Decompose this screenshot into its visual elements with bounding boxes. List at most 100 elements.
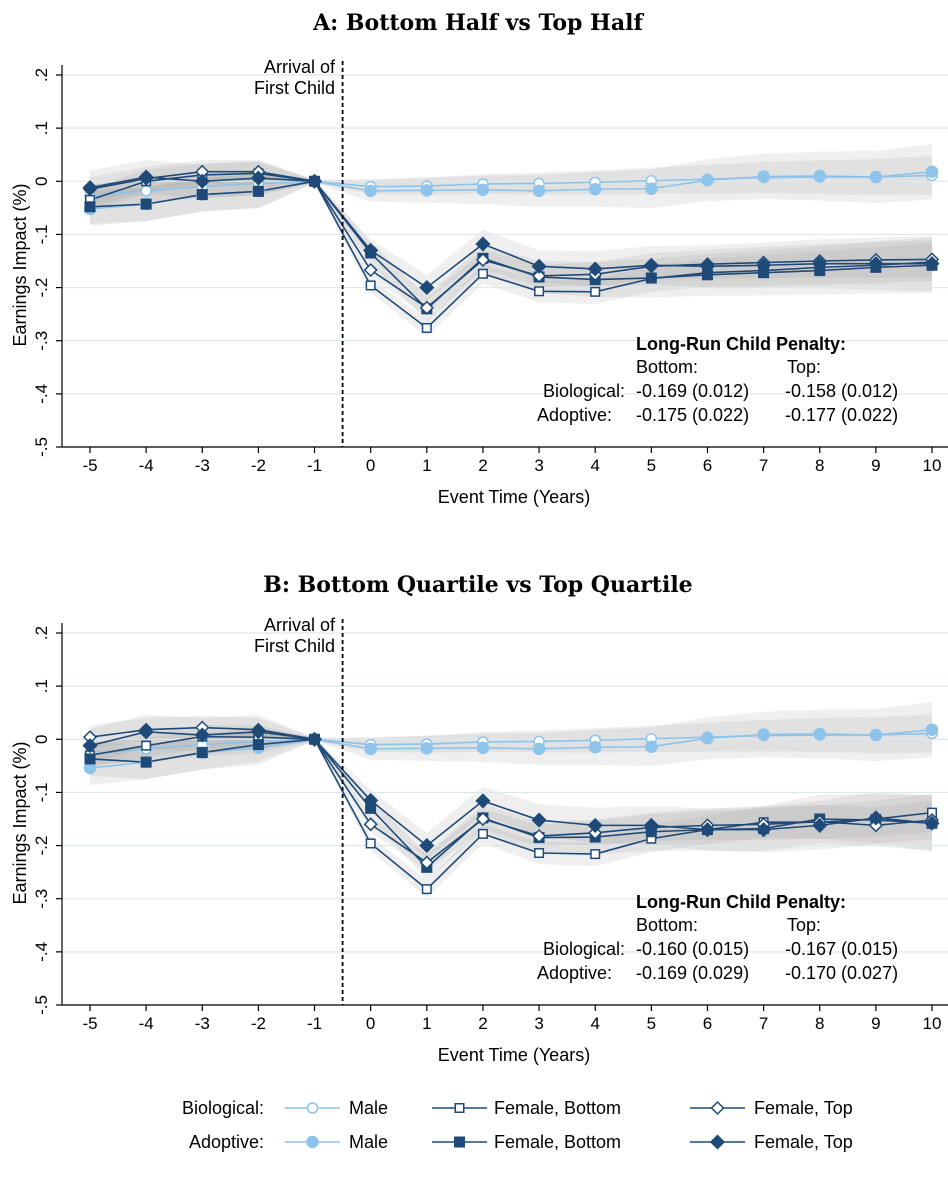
penalty-adoptive-top: -0.170 (0.027) [785, 963, 898, 983]
point-adoptive-female-bottom-x5 [84, 753, 96, 765]
series-line-biological-male [89, 732, 933, 755]
point-adoptive-female-bottom-x3 [196, 747, 208, 759]
first-child-marker: Arrival of First Child [254, 615, 344, 1005]
point-adoptive-female-top-x3 [194, 173, 210, 189]
confidence-band-adoptive-female-bottom [90, 727, 932, 880]
point-adoptive-female-top-x2 [250, 724, 266, 740]
point-adoptive-male-x1 [420, 184, 434, 197]
y-tick-label-5: -.5 [32, 437, 51, 457]
series-line-adoptive-female-top [89, 176, 932, 289]
penalty-biological-bottom: -0.169 (0.012) [636, 381, 749, 401]
confidence-band-biological-male [90, 156, 932, 208]
point-adoptive-female-top-x9 [868, 256, 884, 272]
y-axis-label: Earnings Impact (%) [10, 183, 30, 346]
confidence-band-adoptive-female-bottom [90, 174, 932, 322]
point-adoptive-female-top-x2 [475, 236, 491, 252]
legend-key-marker-adoptive-female-top [709, 1134, 726, 1150]
point-adoptive-male-x5 [645, 740, 658, 753]
x-tick-label-0: 0 [366, 1014, 375, 1033]
vline-label-line-2: First Child [254, 636, 335, 656]
legend-entry-female-top-adoptive: Female, Top [754, 1132, 853, 1152]
series-line-adoptive-female-top [89, 731, 933, 847]
point-adoptive-female-top-x1 [306, 173, 323, 189]
point-adoptive-female-top-x3 [194, 727, 210, 743]
x-tick-label-8: 8 [815, 456, 824, 475]
legend-key-marker-biological-female-top [710, 1100, 725, 1116]
point-adoptive-female-top-x4 [587, 817, 603, 833]
x-tick-label-1: 1 [422, 1014, 431, 1033]
confidence-bands [90, 143, 932, 337]
y-tick-label-1: .1 [32, 679, 51, 693]
point-adoptive-female-bottom-x2 [252, 185, 264, 197]
legend-key-marker-biological-male [306, 1102, 319, 1114]
x-tick-label-1: -1 [307, 1014, 322, 1033]
penalty-adoptive-bottom: -0.169 (0.029) [636, 963, 749, 983]
x-tick-label-5: 5 [647, 456, 656, 475]
x-tick-label-10: 10 [923, 1014, 942, 1033]
y-tick-label-3: -.3 [32, 889, 51, 909]
confidence-band-adoptive-male [90, 143, 932, 226]
point-adoptive-female-top-x6 [699, 258, 716, 274]
penalty-col-bottom: Bottom: [636, 915, 698, 935]
point-adoptive-male-x6 [701, 731, 714, 745]
point-biological-male-x4 [140, 185, 152, 197]
x-tick-label-2: -2 [251, 456, 266, 475]
x-tick-label-1: 1 [422, 456, 431, 475]
x-tick-label-5: -5 [82, 456, 97, 475]
penalty-heading: Long-Run Child Penalty: [636, 892, 846, 912]
point-biological-female-top-x0 [363, 817, 378, 832]
x-tick-label-10: 10 [923, 456, 942, 475]
y-tick-label-2: .2 [32, 626, 51, 640]
point-adoptive-female-top-x0 [363, 242, 379, 258]
confidence-band-biological-female-top [90, 160, 932, 317]
y-tick-label-0: 0 [32, 177, 51, 186]
point-biological-female-top-x3 [532, 268, 547, 283]
penalty-row-label-adoptive: Adoptive: [537, 963, 612, 983]
penalty-biological-top: -0.158 (0.012) [785, 381, 898, 401]
point-adoptive-female-bottom-x5 [84, 201, 96, 213]
x-tick-label-8: 8 [815, 1014, 824, 1033]
confidence-band-adoptive-male [90, 701, 932, 785]
point-biological-female-bottom-x1 [421, 322, 432, 333]
x-tick-label-5: 5 [647, 1014, 656, 1033]
x-tick-label-5: -5 [82, 1014, 97, 1033]
point-adoptive-female-bottom-x4 [140, 756, 152, 768]
point-biological-female-top-x0 [363, 262, 378, 278]
point-adoptive-male-x1 [420, 742, 434, 755]
point-adoptive-female-top-x8 [812, 256, 828, 272]
penalty-col-top: Top: [787, 915, 821, 935]
point-adoptive-male-x7 [757, 170, 770, 183]
point-biological-female-bottom-x4 [141, 740, 152, 751]
legend-entry-female-bottom-biological: Female, Bottom [494, 1098, 621, 1118]
x-tick-label-3: -3 [195, 456, 210, 475]
confidence-band-biological-female-top [90, 715, 932, 872]
point-adoptive-female-top-x2 [250, 170, 266, 186]
x-tick-label-7: 7 [759, 1014, 768, 1033]
point-adoptive-female-top-x8 [812, 817, 828, 833]
point-adoptive-male-x2 [476, 183, 490, 197]
point-biological-female-bottom-x0 [365, 280, 376, 291]
point-adoptive-female-top-x4 [587, 261, 603, 277]
point-adoptive-female-top-x5 [82, 738, 98, 754]
x-axis-label: Event Time (Years) [438, 1045, 590, 1065]
point-biological-female-bottom-x0 [365, 838, 376, 849]
point-biological-female-bottom-x3 [534, 848, 545, 859]
x-tick-label-9: 9 [871, 456, 880, 475]
penalty-heading: Long-Run Child Penalty: [636, 334, 846, 354]
penalty-col-top: Top: [787, 357, 821, 377]
panel-a-title: A: Bottom Half vs Top Half [312, 10, 644, 36]
legend-entry-female-bottom-adoptive: Female, Bottom [494, 1132, 621, 1152]
confidence-bands [90, 701, 932, 898]
y-tick-label-2: -.2 [32, 278, 51, 298]
point-adoptive-male-x4 [588, 183, 602, 196]
point-adoptive-female-top-x10 [924, 815, 940, 831]
point-adoptive-female-top-x2 [475, 793, 491, 809]
point-adoptive-female-top-x5 [643, 257, 659, 273]
point-adoptive-female-bottom-x5 [645, 272, 657, 284]
penalty-row-label-adoptive: Adoptive: [537, 405, 612, 425]
point-biological-female-top-x1 [419, 300, 434, 315]
point-adoptive-male-x6 [701, 173, 714, 187]
legend-entry-female-top-biological: Female, Top [754, 1098, 853, 1118]
series-lines [82, 720, 940, 895]
